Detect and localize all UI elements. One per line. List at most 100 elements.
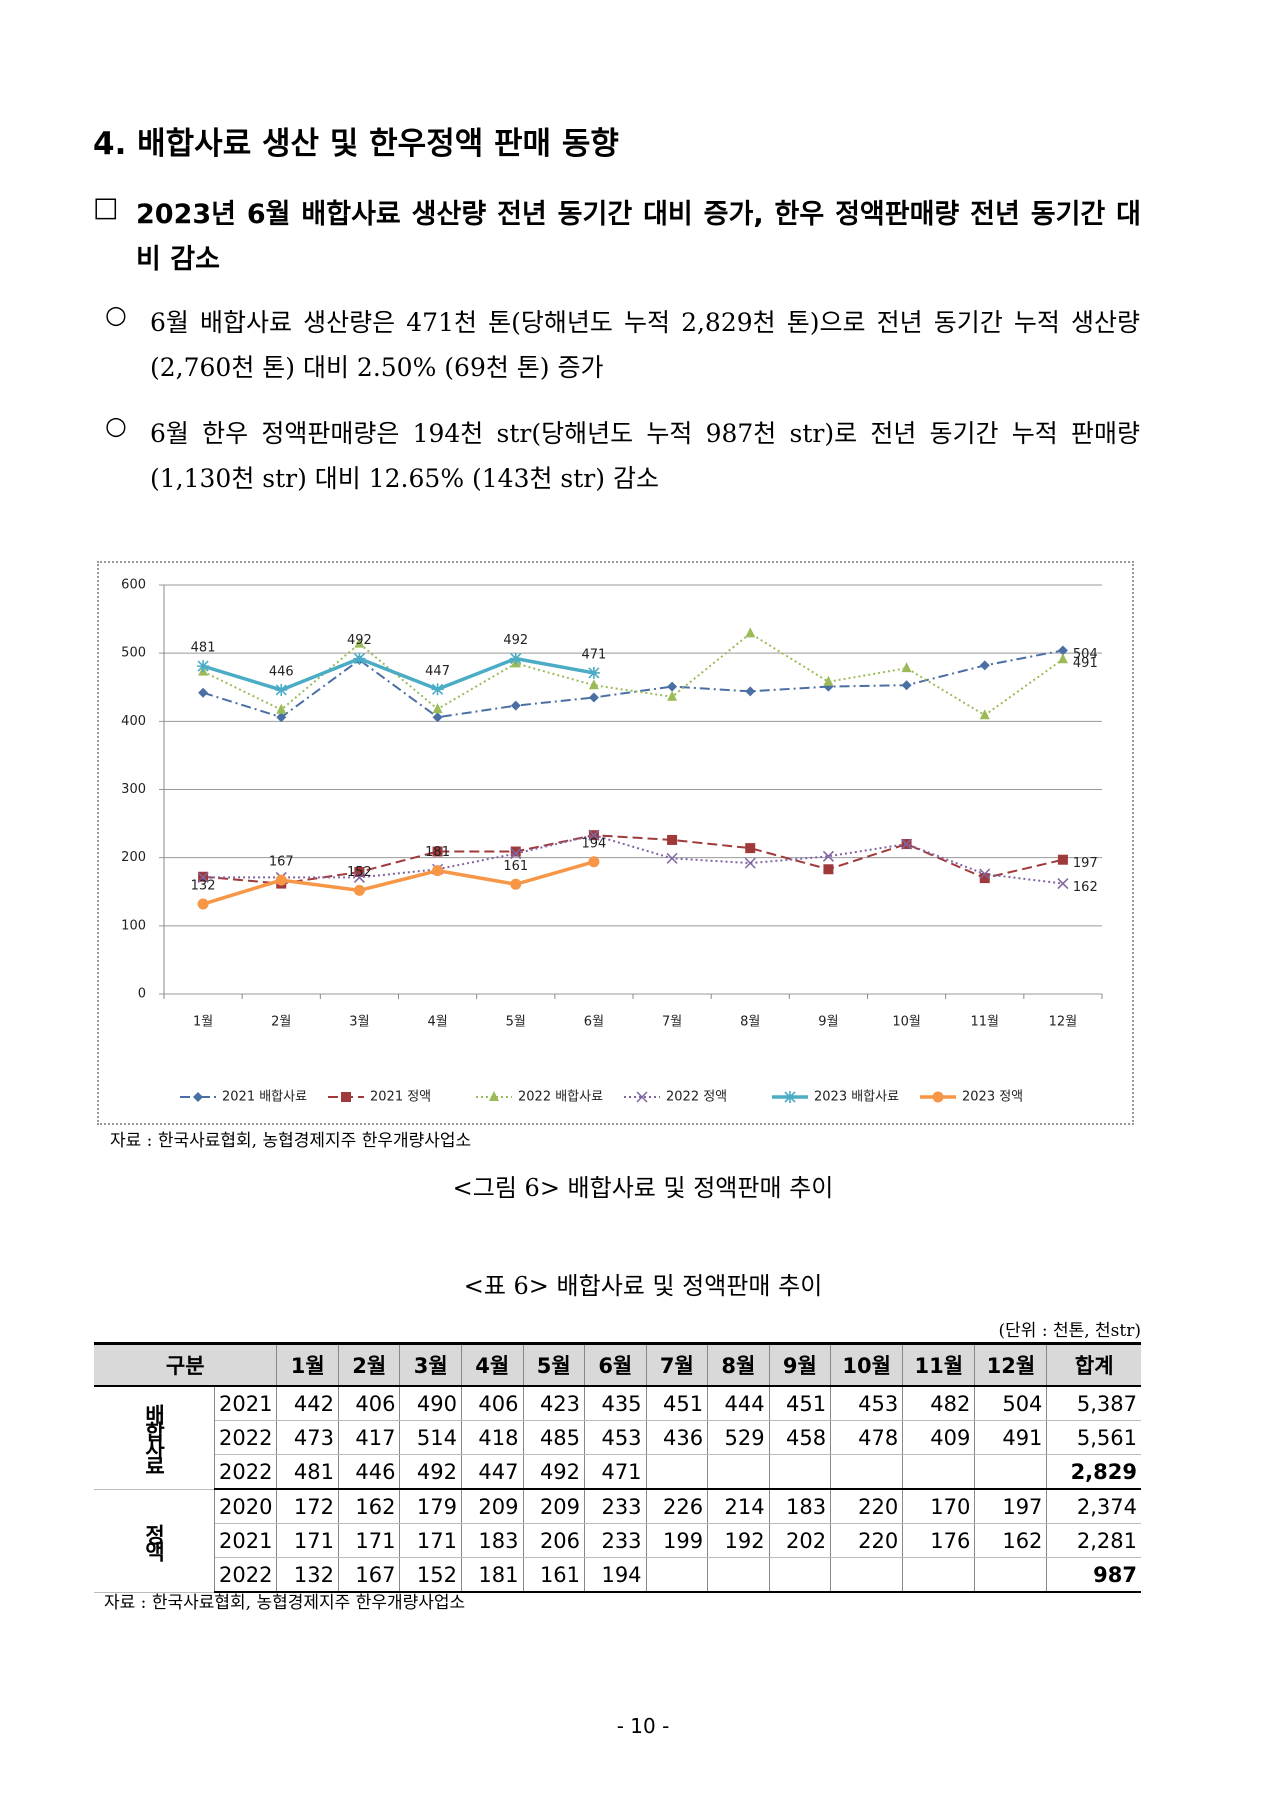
value-cell: 161	[522, 1557, 586, 1593]
point	[932, 1091, 944, 1103]
point	[979, 868, 991, 880]
value-cell: 406	[461, 1386, 524, 1421]
legend-label: 2023 배합사료	[814, 1090, 899, 1105]
value-cell: 206	[522, 1523, 586, 1558]
legend-label: 2022 배합사료	[518, 1090, 603, 1105]
point	[667, 690, 678, 701]
value-cell: 485	[522, 1420, 586, 1455]
value-cell: 2,281	[1046, 1523, 1141, 1558]
series-line	[202, 656, 595, 692]
value-cell: 2,829	[1046, 1454, 1141, 1490]
figure-caption: <그림 6> 배합사료 및 정액판매 추이	[452, 1174, 834, 1202]
value-cell: 2,374	[1046, 1489, 1141, 1524]
x-tick-label: 10월	[892, 1015, 921, 1030]
x-tick-label: 12월	[1049, 1015, 1078, 1030]
data-label: 492	[503, 633, 528, 648]
value-cell: 152	[399, 1557, 462, 1593]
series-line	[202, 632, 1064, 717]
point	[587, 666, 600, 679]
legend-label: 2021 배합사료	[222, 1090, 307, 1105]
bullet-marker: ○	[105, 411, 127, 440]
series: 481 446 492 447 492 471	[191, 633, 607, 696]
data-label: 491	[1073, 656, 1098, 671]
value-cell: 172	[276, 1489, 339, 1524]
value-cell: 192	[707, 1523, 770, 1558]
point	[979, 660, 990, 671]
point	[1057, 878, 1069, 890]
data-label: 471	[582, 647, 607, 662]
value-cell: 490	[399, 1386, 462, 1421]
page-number: - 10 -	[616, 1714, 670, 1738]
point	[432, 865, 444, 877]
value-cell: 167	[337, 1557, 401, 1593]
series: 132 167 152 181 161 194	[191, 836, 607, 910]
header-cell: 합계	[1046, 1342, 1141, 1387]
data-label: 181	[425, 845, 450, 860]
point	[745, 843, 756, 854]
table-caption: <표 6> 배합사료 및 정액판매 추이	[463, 1272, 823, 1300]
value-cell: 529	[707, 1420, 770, 1455]
point	[822, 850, 834, 862]
header-cell: 5월	[522, 1342, 586, 1387]
point	[510, 846, 521, 857]
series: 162	[197, 829, 1098, 895]
point	[276, 712, 287, 723]
bullet: 6월 한우 정액판매량은 194천 str(당해년도 누적 987천 str)로…	[150, 419, 1140, 493]
chart-source: 자료 : 한국사료협회, 농협경제지주 한우개량사업소	[110, 1131, 472, 1151]
header-cell: 12월	[974, 1342, 1048, 1387]
point	[198, 687, 209, 698]
value-cell: 5,561	[1046, 1420, 1141, 1455]
x-tick-label: 5월	[506, 1015, 526, 1030]
point	[197, 898, 209, 910]
header-cell: 6월	[584, 1342, 647, 1387]
value-cell: 451	[768, 1386, 832, 1421]
table-source: 자료 : 한국사료협회, 농협경제지주 한우개량사업소	[104, 1593, 466, 1613]
point	[509, 652, 522, 665]
series-line	[202, 649, 1064, 719]
y-tick-label: 300	[121, 782, 146, 797]
point	[431, 683, 444, 696]
group-label: 정액	[94, 1489, 215, 1593]
point	[275, 683, 288, 696]
legend-label: 2023 정액	[962, 1090, 1023, 1105]
value-cell: 447	[461, 1454, 524, 1490]
point	[354, 866, 365, 877]
point	[197, 871, 209, 883]
value-cell	[645, 1557, 709, 1593]
value-cell: 482	[902, 1386, 976, 1421]
value-cell: 214	[707, 1489, 770, 1524]
value-cell	[974, 1557, 1048, 1593]
group-label: 배합사료	[94, 1386, 215, 1490]
year-cell: 2021	[214, 1523, 278, 1558]
y-tick-label: 200	[121, 850, 146, 865]
data-label: 167	[269, 855, 294, 870]
point	[823, 675, 834, 686]
value-cell: 481	[276, 1454, 339, 1490]
point	[588, 679, 599, 690]
value-cell: 471	[584, 1454, 647, 1490]
x-tick-label: 3월	[349, 1015, 369, 1030]
data-label: 492	[347, 633, 372, 648]
summary-marker: □	[93, 192, 119, 223]
value-cell: 478	[830, 1420, 904, 1455]
x-tick-label: 8월	[740, 1015, 760, 1030]
value-cell	[707, 1557, 770, 1593]
series-line	[202, 860, 595, 906]
table-row: 배합사료 2021 442 406 490 406 423 435 451 444 451 453 48…	[94, 1386, 1141, 1490]
year-cell: 2020	[213, 1489, 278, 1524]
value-cell	[830, 1557, 904, 1593]
chart-frame	[97, 561, 1134, 1125]
data-label: 194	[582, 836, 607, 851]
y-tick-label: 0	[138, 987, 146, 1002]
value-cell: 491	[974, 1420, 1048, 1455]
point	[341, 1092, 351, 1102]
point	[901, 838, 913, 850]
point	[1057, 645, 1068, 656]
point	[353, 871, 365, 883]
value-cell: 171	[276, 1523, 339, 1558]
value-cell: 5,387	[1046, 1386, 1141, 1421]
value-cell	[768, 1557, 832, 1593]
point	[510, 878, 522, 890]
point	[667, 681, 678, 692]
value-cell: 423	[522, 1386, 586, 1421]
